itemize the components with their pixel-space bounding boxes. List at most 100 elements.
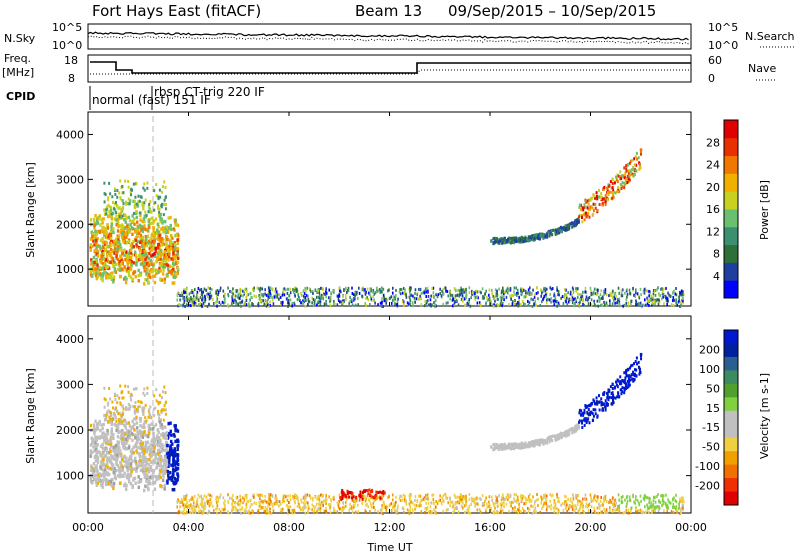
data-cell xyxy=(582,299,584,302)
data-cell xyxy=(573,498,575,501)
data-cell xyxy=(90,262,92,265)
data-cell xyxy=(111,223,113,226)
data-cell xyxy=(128,198,130,201)
data-cell xyxy=(151,440,153,443)
data-cell xyxy=(208,286,210,289)
data-cell xyxy=(229,497,231,500)
data-cell xyxy=(309,494,311,497)
data-cell xyxy=(679,291,681,294)
data-cell xyxy=(159,255,161,258)
data-cell xyxy=(305,496,307,499)
data-cell xyxy=(253,501,255,504)
data-cell xyxy=(608,185,610,188)
data-cell xyxy=(382,512,384,515)
data-cell xyxy=(237,503,239,506)
data-cell xyxy=(184,291,186,294)
data-cell xyxy=(461,288,463,291)
data-cell xyxy=(178,303,180,306)
data-cell xyxy=(164,484,166,487)
data-cell xyxy=(161,449,163,452)
data-cell xyxy=(470,305,472,308)
data-cell xyxy=(391,502,393,505)
data-cell xyxy=(549,505,551,508)
data-cell xyxy=(639,163,641,166)
data-cell xyxy=(264,288,266,291)
data-cell xyxy=(517,496,519,499)
data-cell xyxy=(537,234,539,237)
data-cell xyxy=(104,406,106,409)
data-cell xyxy=(559,229,561,232)
data-cell xyxy=(259,289,261,292)
data-cell xyxy=(628,177,630,180)
data-cell xyxy=(535,511,537,514)
data-cell xyxy=(140,262,142,265)
data-cell xyxy=(586,295,588,298)
data-cell xyxy=(532,298,534,301)
data-cell xyxy=(518,511,520,514)
data-cell xyxy=(176,234,178,237)
data-cell xyxy=(210,498,212,501)
data-cell xyxy=(278,504,280,507)
data-cell xyxy=(197,498,199,501)
data-cell xyxy=(255,295,257,298)
data-cell xyxy=(147,257,149,260)
data-cell xyxy=(651,508,653,511)
data-cell xyxy=(145,252,147,255)
data-cell xyxy=(121,442,123,445)
data-cell xyxy=(527,507,529,510)
data-cell xyxy=(146,268,148,271)
data-cell xyxy=(192,304,194,307)
data-cell xyxy=(175,223,177,226)
data-cell xyxy=(167,216,169,219)
data-cell xyxy=(635,169,637,172)
data-cell xyxy=(198,298,200,301)
data-cell xyxy=(154,281,156,284)
data-cell xyxy=(174,275,176,278)
data-cell xyxy=(113,445,115,448)
data-cell xyxy=(416,297,418,300)
data-cell xyxy=(170,243,172,246)
data-cell xyxy=(105,483,107,486)
data-cell xyxy=(107,401,109,404)
data-cell xyxy=(111,455,113,458)
data-cell xyxy=(125,488,127,491)
data-cell xyxy=(381,512,383,515)
data-cell xyxy=(312,292,314,295)
nsky-tick-bottom: 10^0 xyxy=(52,39,82,52)
data-cell xyxy=(566,229,568,232)
data-cell xyxy=(544,496,546,499)
data-cell xyxy=(158,449,160,452)
data-cell xyxy=(106,231,108,234)
data-cell xyxy=(546,288,548,291)
data-cell xyxy=(468,505,470,508)
data-cell xyxy=(660,501,662,504)
data-cell xyxy=(673,299,675,302)
data-cell xyxy=(395,294,397,297)
data-cell xyxy=(280,503,282,506)
data-cell xyxy=(155,388,157,391)
data-cell xyxy=(193,298,195,301)
data-cell xyxy=(622,305,624,308)
data-cell xyxy=(620,187,622,190)
data-cell xyxy=(133,451,135,454)
data-cell xyxy=(152,459,154,462)
data-cell xyxy=(154,407,156,410)
data-cell xyxy=(640,293,642,296)
data-cell xyxy=(539,238,541,241)
data-cell xyxy=(395,289,397,292)
data-cell xyxy=(392,292,394,295)
data-cell xyxy=(316,503,318,506)
data-cell xyxy=(237,303,239,306)
data-cell xyxy=(589,199,591,202)
data-cell xyxy=(125,408,127,411)
data-cell xyxy=(172,454,174,457)
data-cell xyxy=(122,431,124,434)
data-cell xyxy=(380,302,382,305)
data-cell xyxy=(323,294,325,297)
data-cell xyxy=(515,287,517,290)
data-cell xyxy=(469,286,471,289)
data-cell xyxy=(462,507,464,510)
data-cell xyxy=(116,457,118,460)
data-cell xyxy=(115,254,117,257)
data-cell xyxy=(272,494,274,497)
